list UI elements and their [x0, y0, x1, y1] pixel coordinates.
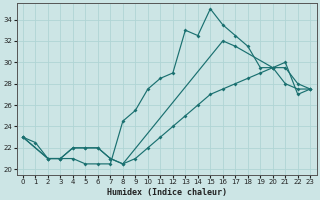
X-axis label: Humidex (Indice chaleur): Humidex (Indice chaleur) [107, 188, 227, 197]
